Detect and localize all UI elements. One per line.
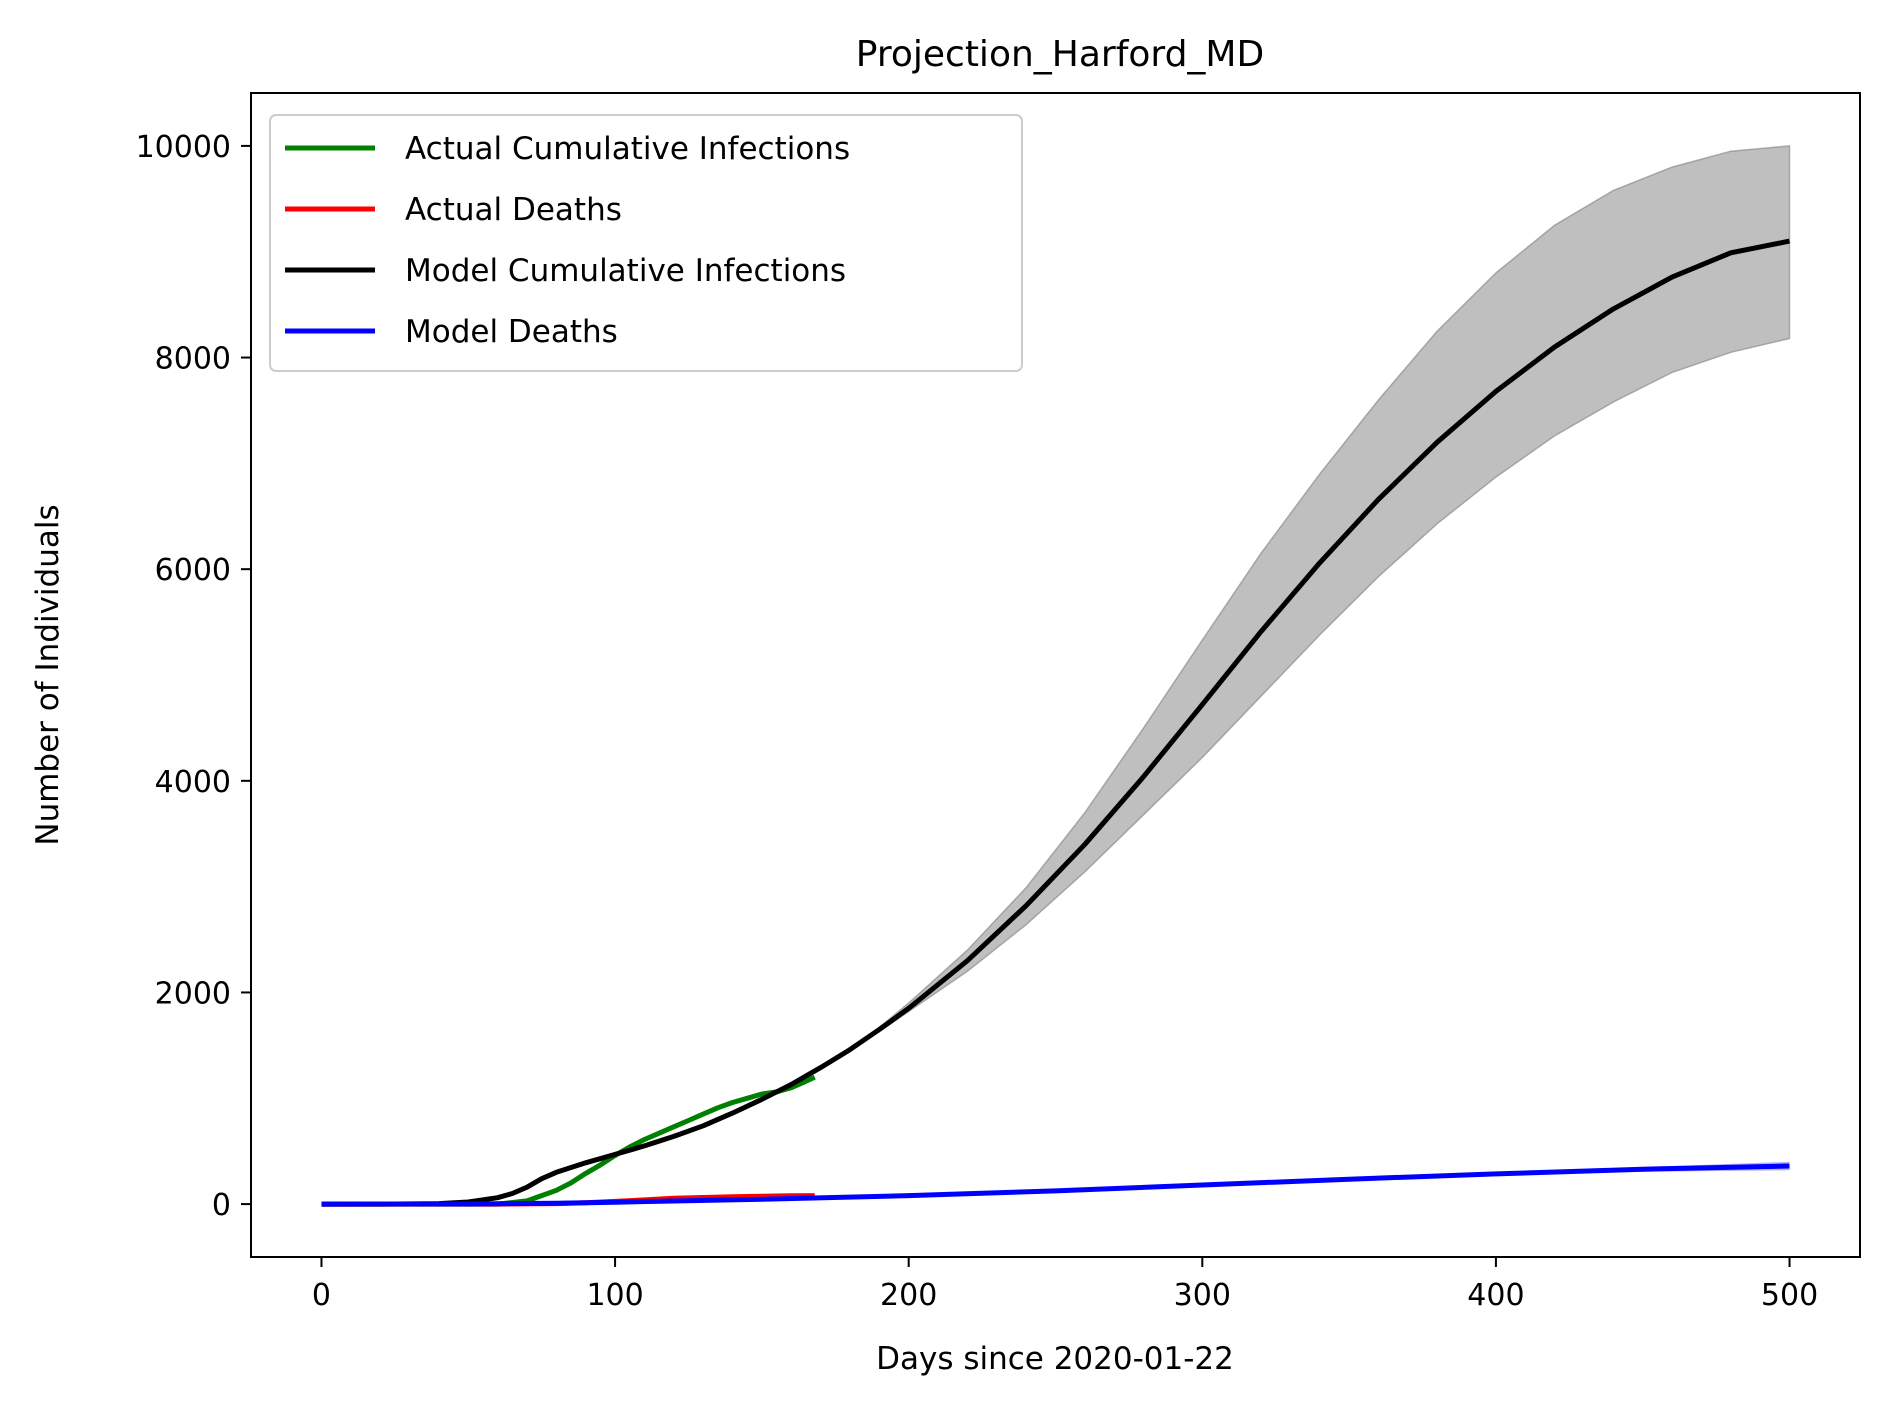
y-tick-label: 4000 [155,765,231,800]
x-tick-label: 0 [312,1278,331,1313]
legend-label-model-infections: Model Cumulative Infections [405,253,846,289]
legend-box [269,114,1023,372]
plot-frame [250,92,1861,1258]
series-line-actual-cumulative-infections [321,1074,816,1207]
legend: Actual Cumulative Infections Actual Deat… [269,114,1023,372]
y-tick-label: 10000 [136,130,231,165]
legend-label-actual-deaths: Actual Deaths [405,192,622,228]
y-axis: 0 2000 4000 6000 8000 10000 [136,130,251,1223]
series-lines [321,238,1790,1207]
x-tick-label: 500 [1761,1278,1818,1313]
chart-title: Projection_Harford_MD [856,34,1264,75]
y-tick-label: 0 [212,1188,231,1223]
legend-label-model-deaths: Model Deaths [405,314,618,350]
y-tick-label: 2000 [155,976,231,1011]
x-tick-label: 100 [586,1278,643,1313]
y-tick-label: 6000 [155,553,231,588]
y-tick-label: 8000 [155,342,231,377]
series-line-model-cumulative-infections [321,238,1790,1207]
x-axis: 0 100 200 300 400 500 [312,1257,1818,1313]
legend-label-actual-infections: Actual Cumulative Infections [405,131,850,167]
x-tick-label: 400 [1467,1278,1524,1313]
x-tick-label: 200 [880,1278,937,1313]
x-tick-label: 300 [1174,1278,1231,1313]
y-axis-label: Number of Individuals [30,504,66,845]
x-axis-label: Days since 2020-01-22 [876,1341,1234,1377]
series-line-model-deaths [321,1163,1790,1207]
